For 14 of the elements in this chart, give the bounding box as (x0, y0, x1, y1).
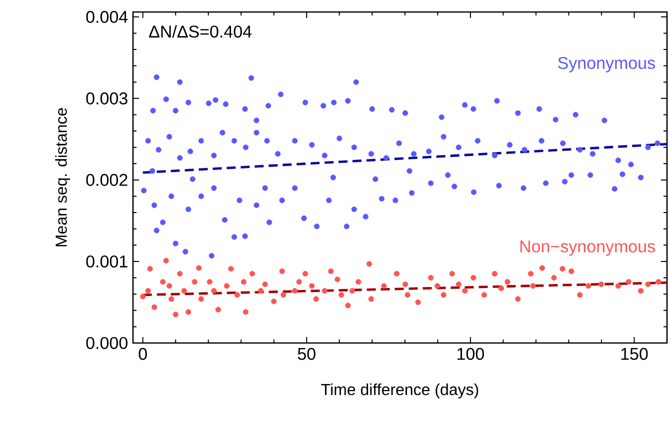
x-tick-label: 150 (621, 348, 648, 360)
x-tick-label: 100 (458, 348, 484, 360)
y-tick-label: 0.001 (86, 255, 128, 268)
y-tick-label: 0.000 (86, 336, 128, 350)
x-tick-label: 0 (138, 348, 147, 360)
y-tick-label: 0.003 (86, 92, 128, 104)
text: Synonymous (558, 56, 655, 72)
y-axis-title: Mean seq. distance (55, 108, 70, 246)
y-tick-label: 0.004 (86, 10, 128, 23)
x-tick-label: 50 (298, 348, 316, 360)
x-axis-title: Time difference (days) (321, 383, 478, 398)
y-tick-label: 0.002 (86, 174, 128, 186)
series-label: Non−synonymous (520, 240, 655, 256)
annotation: ΔN/ΔS=0.404 (149, 25, 252, 38)
